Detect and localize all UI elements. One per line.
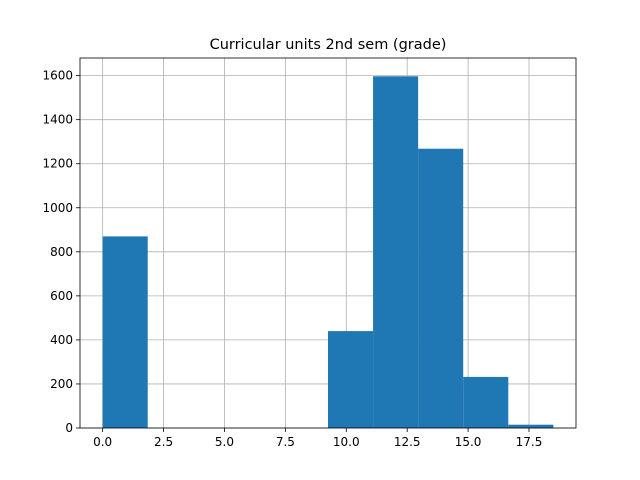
histogram-bar-9	[508, 424, 554, 428]
x-tick-label-5: 12.5	[394, 435, 421, 449]
x-tick-label-2: 5.0	[215, 435, 234, 449]
x-tick-label-0: 0.0	[93, 435, 112, 449]
y-tick-label-0: 0	[65, 421, 73, 435]
x-axis: 0.0 2.5 5.0 7.5 10.0 12.5 15.0 17.5	[93, 428, 542, 449]
y-axis: 0 200 400 600 800 1000 1200 1400 1600	[42, 69, 80, 435]
plot-frame	[79, 57, 577, 429]
y-tick-label-3: 600	[50, 289, 73, 303]
y-tick-label-1: 200	[50, 377, 73, 391]
chart-title: Curricular units 2nd sem (grade)	[210, 37, 447, 53]
histogram-bar-7	[418, 148, 464, 428]
histogram-bar-8	[463, 376, 509, 428]
y-tick-label-7: 1400	[42, 113, 73, 127]
x-tick-label-7: 17.5	[516, 435, 543, 449]
y-tick-label-5: 1000	[42, 201, 73, 215]
x-tick-label-4: 10.0	[333, 435, 360, 449]
histogram-bars	[102, 76, 554, 429]
y-tick-label-2: 400	[50, 333, 73, 347]
x-tick-label-6: 15.0	[455, 435, 482, 449]
x-tick-label-1: 2.5	[154, 435, 173, 449]
y-tick-label-6: 1200	[42, 157, 73, 171]
y-tick-label-4: 800	[50, 245, 73, 259]
histogram-bar-6	[373, 76, 419, 429]
x-tick-label-3: 7.5	[276, 435, 295, 449]
histogram-bar-5	[328, 331, 374, 428]
y-tick-label-8: 1600	[42, 69, 73, 83]
histogram-bar-0	[102, 236, 148, 428]
